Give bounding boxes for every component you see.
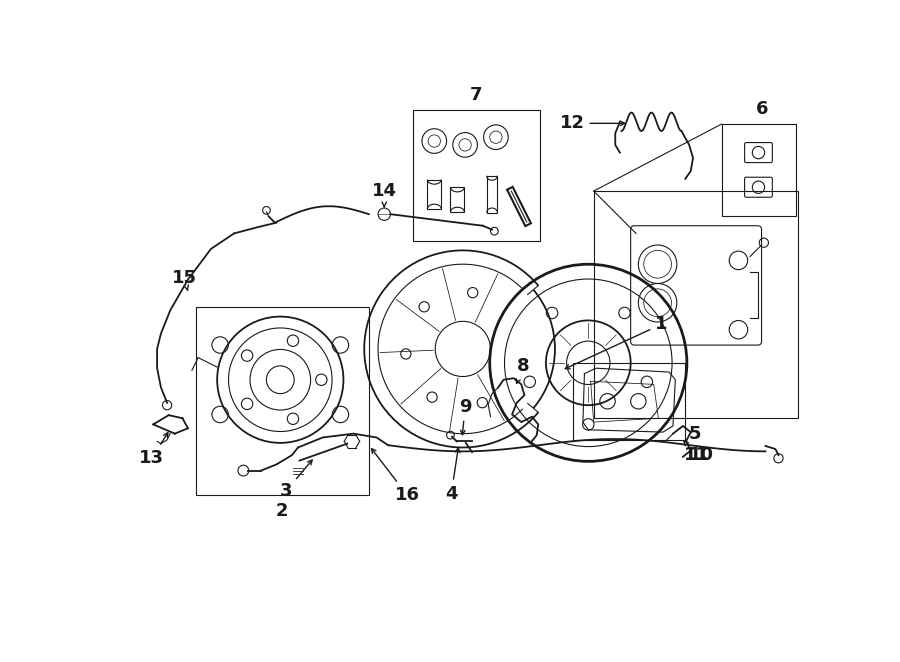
Text: 3: 3: [279, 460, 312, 500]
Bar: [594, 191, 797, 418]
Bar: [451, 187, 464, 212]
Bar: [722, 124, 796, 216]
Text: 8: 8: [516, 357, 529, 383]
Text: 15: 15: [172, 269, 196, 290]
Bar: [195, 307, 369, 495]
Text: 2: 2: [275, 502, 288, 520]
Text: 14: 14: [372, 182, 397, 207]
Circle shape: [238, 465, 248, 476]
Text: 9: 9: [459, 398, 472, 435]
Text: 13: 13: [140, 433, 168, 467]
Bar: [487, 175, 498, 213]
Text: 11: 11: [684, 441, 708, 464]
Bar: [428, 179, 441, 209]
Text: 7: 7: [470, 86, 482, 104]
Circle shape: [163, 401, 172, 410]
Text: 10: 10: [689, 446, 714, 464]
Text: 16: 16: [372, 449, 419, 504]
Text: 1: 1: [565, 315, 668, 369]
Text: 6: 6: [756, 100, 769, 118]
Text: 4: 4: [445, 448, 460, 502]
Bar: [413, 111, 540, 241]
Circle shape: [774, 453, 783, 463]
Bar: [573, 363, 685, 440]
Text: 12: 12: [560, 115, 625, 132]
Text: 5: 5: [689, 424, 702, 443]
